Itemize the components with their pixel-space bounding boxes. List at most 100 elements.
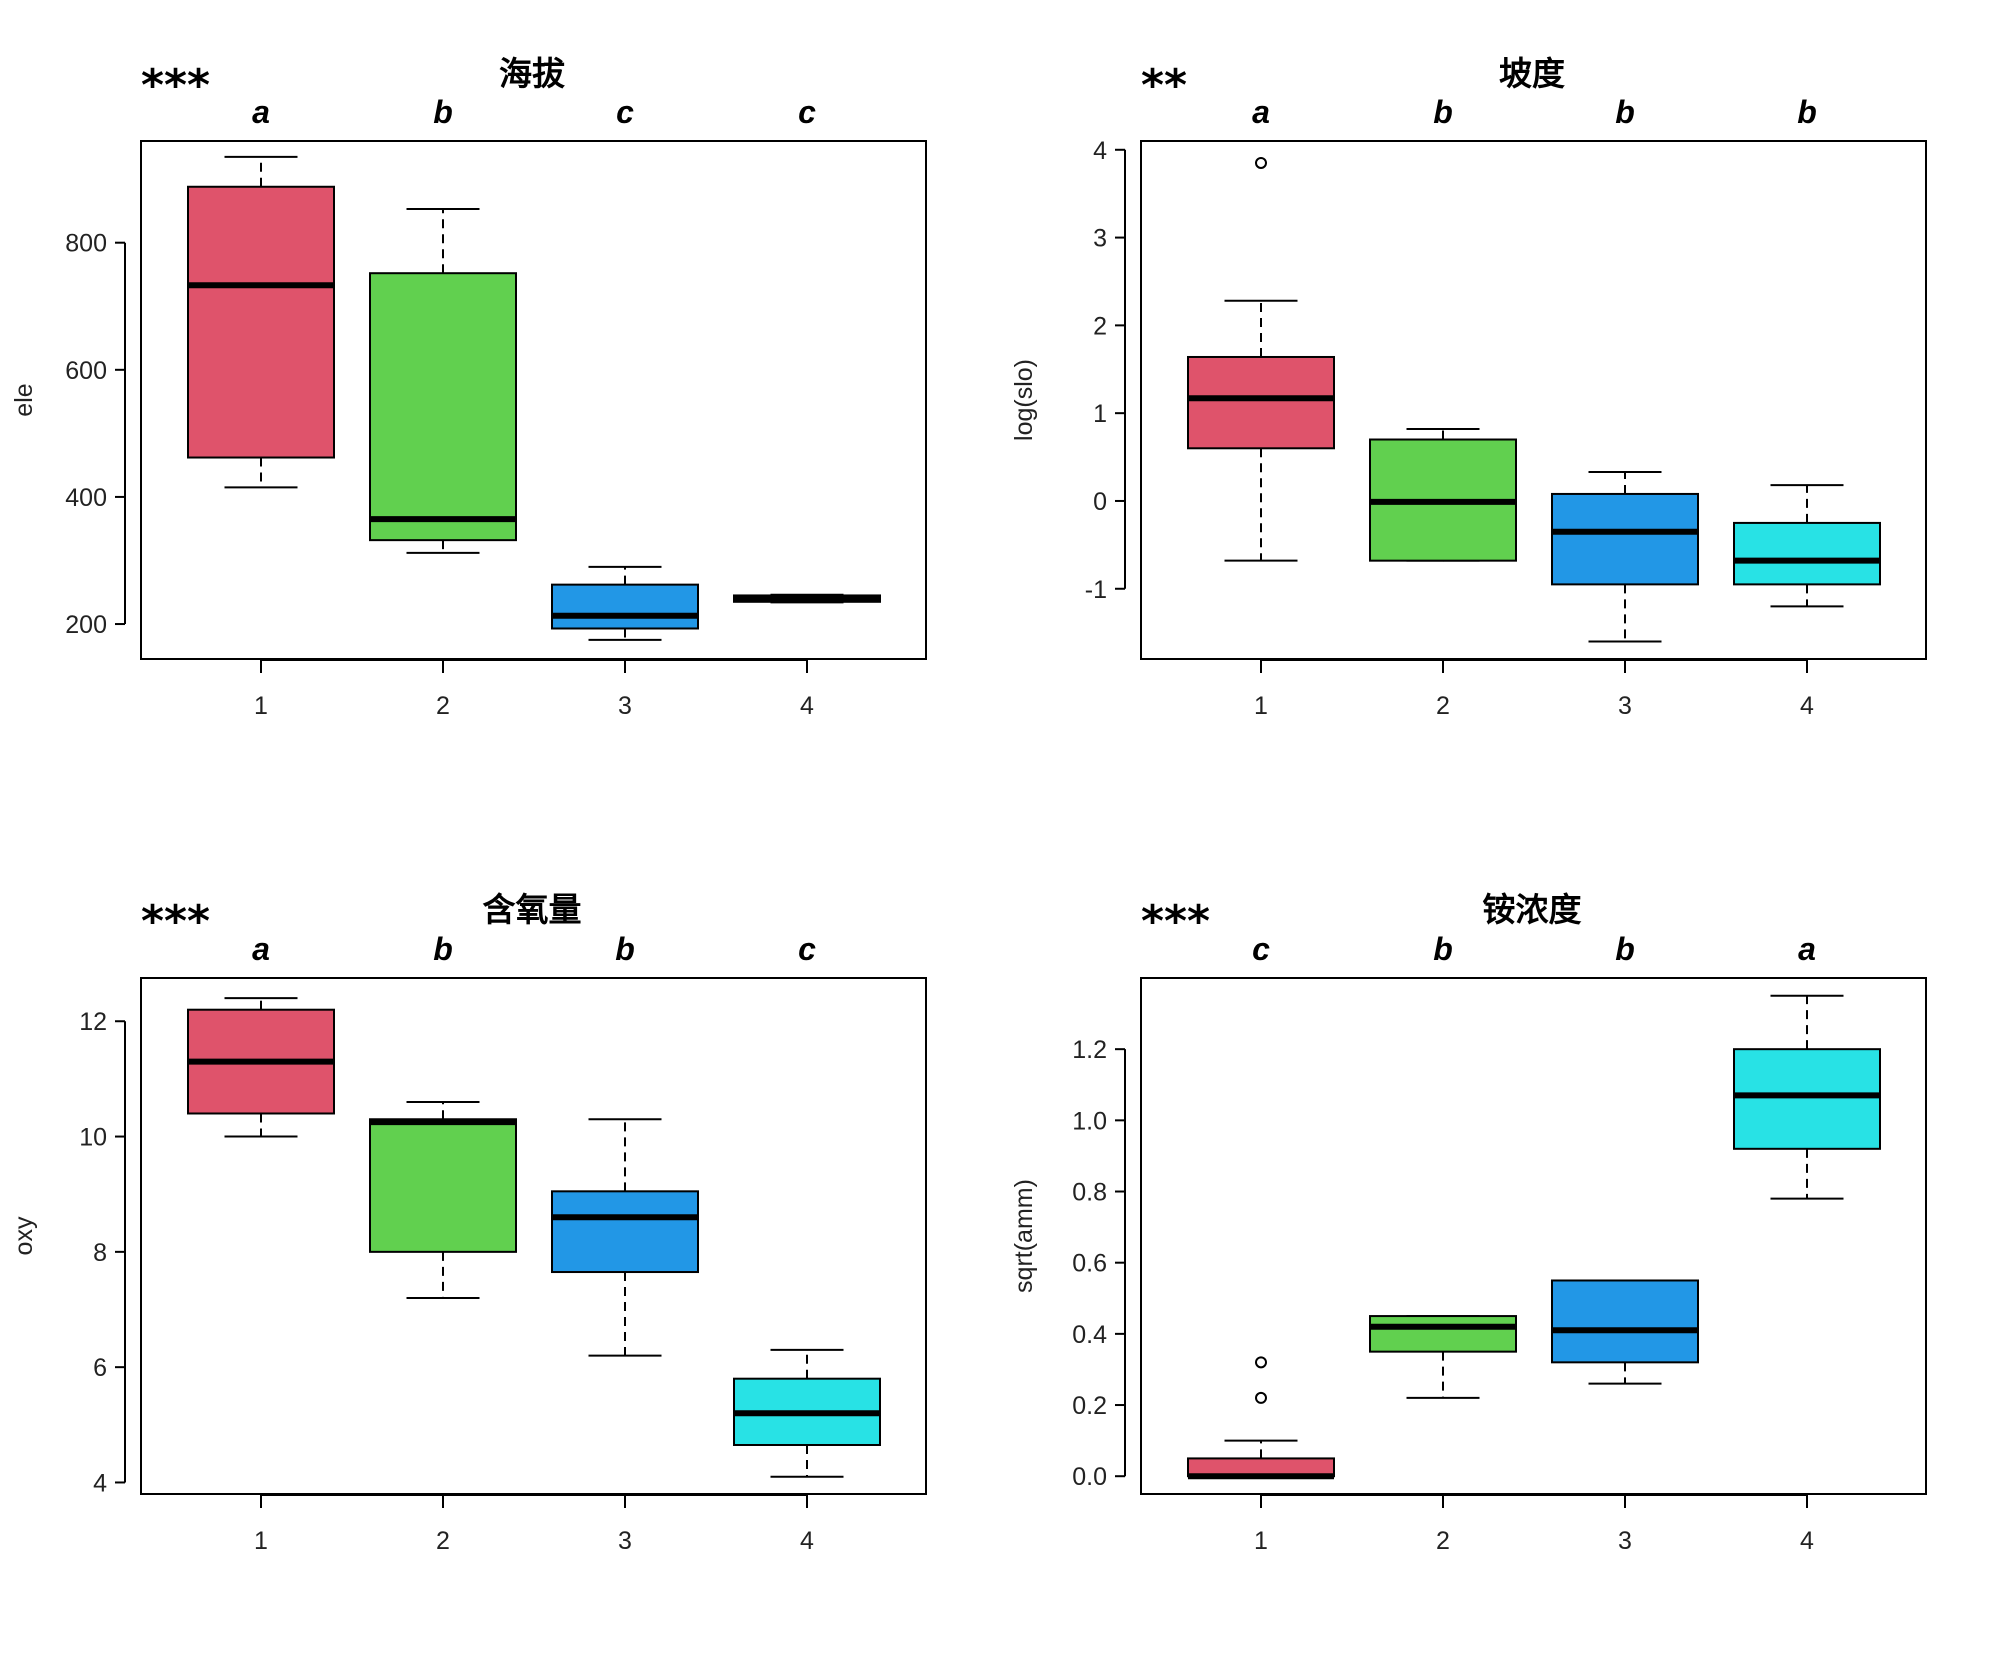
y-tick-label: 0.6	[1072, 1250, 1107, 1278]
box-group-2	[1369, 1315, 1517, 1399]
group-letter: c	[798, 94, 816, 130]
x-tick-label: 1	[254, 1527, 268, 1555]
x-tick-label: 2	[436, 1527, 450, 1555]
y-axis-title: ele	[10, 383, 38, 416]
box	[369, 1118, 517, 1253]
group-letter: c	[1252, 931, 1270, 967]
x-tick-label: 3	[1618, 692, 1632, 720]
box-group-2	[369, 1100, 517, 1299]
x-axis: 1 2 3 4	[254, 659, 814, 720]
box	[187, 185, 335, 459]
y-axis: -1 0 1 2 3 4	[1085, 137, 1126, 604]
x-tick-label: 4	[1800, 692, 1814, 720]
y-tick-label: 1.0	[1072, 1107, 1107, 1135]
outlier-point	[1255, 1391, 1267, 1404]
y-tick-label: 10	[79, 1124, 107, 1152]
x-tick-label: 3	[618, 692, 632, 720]
y-axis: 0.0 0.2 0.4 0.6 0.8 1.0 1.2	[1072, 1036, 1126, 1491]
box	[369, 272, 517, 542]
panel-title: 坡度	[1499, 54, 1565, 93]
x-tick-label: 3	[618, 1527, 632, 1555]
box-group-4	[733, 593, 881, 604]
y-tick-label: 400	[65, 484, 107, 512]
x-tick-label: 2	[1436, 1527, 1450, 1555]
significance-label: ***	[141, 60, 210, 111]
box-group-3	[551, 1118, 699, 1357]
box-series	[187, 155, 881, 641]
group-letter: b	[1615, 931, 1635, 967]
box-group-1	[187, 155, 335, 489]
box	[1551, 492, 1699, 586]
y-tick-label: 0.4	[1072, 1321, 1107, 1349]
box-series	[1187, 156, 1881, 643]
significance-label: ***	[141, 896, 210, 947]
x-tick-label: 4	[1800, 1527, 1814, 1555]
box-group-3	[1551, 470, 1699, 643]
x-axis: 1 2 3 4	[254, 1494, 814, 1555]
y-axis: 4 6 8 10 12	[79, 1008, 126, 1497]
x-axis: 1 2 3 4	[1254, 1494, 1814, 1555]
outlier-point	[1255, 1356, 1267, 1369]
x-axis: 1 2 3 4	[1254, 659, 1814, 720]
panel-title: 含氧量	[483, 890, 582, 929]
y-tick-label: 200	[65, 611, 107, 639]
box-group-4	[733, 1348, 881, 1478]
x-tick-label: 1	[1254, 692, 1268, 720]
group-letter: c	[798, 931, 816, 967]
box-group-1	[1187, 156, 1335, 562]
y-axis: 200 400 600 800	[65, 230, 126, 639]
box-group-4	[1733, 994, 1881, 1200]
y-tick-label: 4	[1093, 137, 1107, 165]
group-letter: a	[252, 94, 270, 130]
group-letter: b	[1615, 94, 1635, 130]
y-tick-label: 0.0	[1072, 1463, 1107, 1491]
panel-elevation: 海拔 *** ele 200 400 600 800 1 2 3 4 a b c c	[10, 54, 927, 720]
x-tick-label: 4	[800, 1527, 814, 1555]
panel-title: 海拔	[499, 54, 566, 93]
outlier-point	[1255, 156, 1267, 169]
group-letter: c	[616, 94, 634, 130]
box	[1733, 521, 1881, 586]
y-tick-label: 12	[79, 1008, 107, 1036]
group-letter: b	[433, 931, 453, 967]
x-tick-label: 3	[1618, 1527, 1632, 1555]
group-letter: b	[433, 94, 453, 130]
box-group-1	[1187, 1356, 1335, 1480]
box-group-3	[551, 565, 699, 641]
box	[551, 583, 699, 630]
box-group-2	[369, 208, 517, 554]
y-tick-label: -1	[1085, 576, 1107, 604]
group-letter: a	[1798, 931, 1816, 967]
y-tick-label: 0.2	[1072, 1392, 1107, 1420]
x-tick-label: 2	[436, 692, 450, 720]
box-group-1	[187, 997, 335, 1138]
group-letter: b	[1433, 931, 1453, 967]
y-tick-label: 4	[93, 1469, 107, 1497]
box-series	[187, 997, 881, 1478]
x-tick-label: 1	[1254, 1527, 1268, 1555]
y-tick-label: 1.2	[1072, 1036, 1107, 1064]
x-tick-label: 2	[1436, 692, 1450, 720]
y-tick-label: 1	[1093, 400, 1107, 428]
y-tick-label: 8	[93, 1239, 107, 1267]
y-tick-label: 600	[65, 357, 107, 385]
significance-label: **	[1141, 60, 1187, 111]
box-series	[1187, 994, 1881, 1480]
box-group-2	[1369, 427, 1517, 562]
y-tick-label: 0	[1093, 488, 1107, 516]
box-group-4	[1733, 484, 1881, 608]
y-axis-title: sqrt(amm)	[1010, 1179, 1038, 1293]
box	[1187, 355, 1335, 450]
group-letter: b	[615, 931, 635, 967]
group-letter: b	[1797, 94, 1817, 130]
y-tick-label: 800	[65, 230, 107, 258]
x-tick-label: 4	[800, 692, 814, 720]
box	[551, 1190, 699, 1274]
y-tick-label: 6	[93, 1354, 107, 1382]
group-letter: b	[1433, 94, 1453, 130]
y-tick-label: 0.8	[1072, 1179, 1107, 1207]
